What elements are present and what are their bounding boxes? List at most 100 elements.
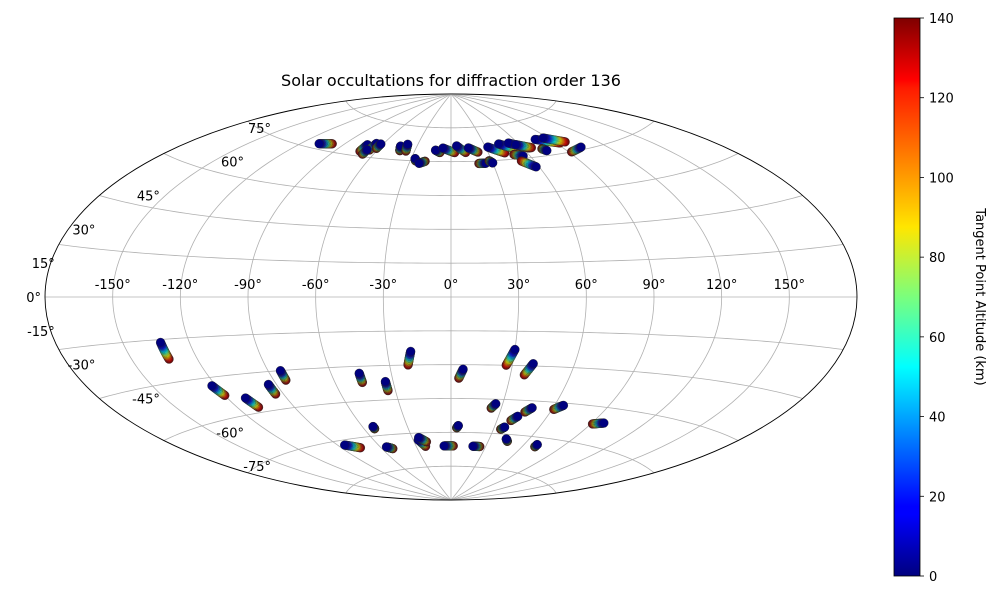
occultation-point — [406, 346, 416, 356]
occultation-point — [576, 142, 586, 152]
occultation-track — [371, 139, 386, 153]
occultation-point — [558, 400, 569, 410]
lat-tick-label: 0° — [26, 291, 41, 306]
parallel-line — [247, 431, 655, 474]
occultation-point — [463, 143, 473, 153]
occultation-track — [452, 421, 463, 433]
occultation-point — [503, 138, 513, 148]
occultation-track — [468, 441, 485, 452]
map-boundary — [44, 93, 858, 501]
occultation-point — [511, 140, 521, 150]
occultation-point — [240, 393, 251, 403]
colorbar-tick-label: 40 — [929, 411, 946, 426]
occultation-point — [207, 381, 217, 391]
occultation-point — [530, 134, 540, 144]
occultation-track — [263, 379, 281, 399]
parallel-line — [99, 364, 803, 399]
lon-tick-label: -120° — [162, 278, 198, 293]
occultation-track — [566, 142, 586, 157]
occultation-track — [486, 399, 501, 413]
lon-tick-label: 0° — [444, 278, 459, 293]
chart-title: Solar occultations for diffraction order… — [281, 71, 621, 90]
occultation-point — [500, 422, 510, 432]
lat-tick-label: -75° — [243, 460, 271, 475]
occultation-track — [496, 422, 510, 434]
occultation-point — [453, 421, 463, 431]
occultation-track — [549, 400, 569, 414]
occultation-point — [376, 139, 386, 149]
occultation-point — [510, 344, 520, 355]
occultation-track — [340, 440, 366, 453]
occultation-point — [531, 162, 541, 172]
occultation-point — [468, 441, 478, 451]
lon-tick-label: -150° — [95, 278, 131, 293]
occultation-point — [599, 418, 609, 428]
parallel-line — [163, 153, 739, 196]
parallel-line — [345, 465, 557, 494]
occultation-track — [484, 156, 498, 168]
parallel-line — [58, 330, 844, 350]
occultation-point — [381, 442, 392, 452]
occultation-track — [516, 156, 541, 172]
occultation-track — [439, 441, 458, 451]
colorbar-tick-label: 100 — [929, 171, 954, 186]
occultation-track — [452, 141, 471, 158]
occultation-point — [528, 359, 538, 369]
occultation-track — [354, 368, 367, 388]
occultation-point — [314, 139, 324, 149]
occultation-point — [491, 399, 501, 409]
occultation-point — [542, 146, 552, 156]
occultation-point — [362, 145, 372, 155]
occultation-point — [532, 440, 542, 450]
occultation-point — [354, 368, 364, 378]
lon-tick-label: 30° — [507, 278, 530, 293]
occultation-track — [454, 364, 468, 383]
colorbar-tick-label: 20 — [929, 490, 946, 505]
parallel-line — [58, 244, 844, 264]
occultation-point — [452, 141, 462, 151]
occultation-point — [438, 143, 448, 153]
occultation-track — [511, 140, 536, 153]
colorbar-tick-label: 80 — [929, 251, 946, 266]
occultation-point — [414, 432, 424, 443]
occultation-track — [501, 344, 520, 370]
occultation-point — [414, 158, 424, 168]
map-area: -150° -120° -90° -60° -30° 0° 30° 60° 90° 120° 150… — [26, 93, 858, 501]
occultation-track — [155, 337, 174, 364]
parallel-line — [247, 120, 655, 163]
colorbar-tick-label: 0 — [929, 570, 937, 585]
occultation-point — [488, 158, 498, 168]
lon-tick-label: 120° — [706, 278, 737, 293]
occultation-track — [275, 366, 291, 385]
colorbar-tick-label: 60 — [929, 331, 946, 346]
occultation-track — [506, 411, 523, 426]
occultation-point — [494, 139, 504, 149]
occultation-point — [501, 434, 511, 444]
occultation-track — [530, 440, 542, 452]
occultation-track — [403, 346, 416, 370]
lat-tick-label: -60° — [216, 426, 244, 441]
occultation-track — [314, 139, 337, 149]
occultation-point — [403, 139, 413, 149]
parallel-line — [99, 195, 803, 230]
occultation-point — [380, 376, 390, 387]
occultation-point — [275, 366, 286, 376]
occultation-track — [509, 149, 528, 161]
lon-tick-label: -90° — [234, 278, 262, 293]
occultation-track — [520, 403, 537, 417]
lat-tick-label: 30° — [72, 223, 95, 238]
occultation-point — [483, 142, 493, 152]
occultation-point — [340, 440, 350, 450]
colorbar-label: Tangent Point Altitude (km) — [972, 207, 987, 385]
lon-tick-label: 90° — [642, 278, 665, 293]
lon-tick-label: 60° — [575, 278, 598, 293]
occultation-points — [155, 133, 609, 454]
occultation-track — [537, 144, 552, 156]
occultation-track — [414, 432, 432, 447]
lat-tick-label: 75° — [248, 122, 271, 137]
occultation-track — [207, 381, 230, 400]
lon-tick-label: 150° — [774, 278, 805, 293]
lat-tick-label: 60° — [221, 156, 244, 171]
occultation-point — [538, 133, 548, 143]
